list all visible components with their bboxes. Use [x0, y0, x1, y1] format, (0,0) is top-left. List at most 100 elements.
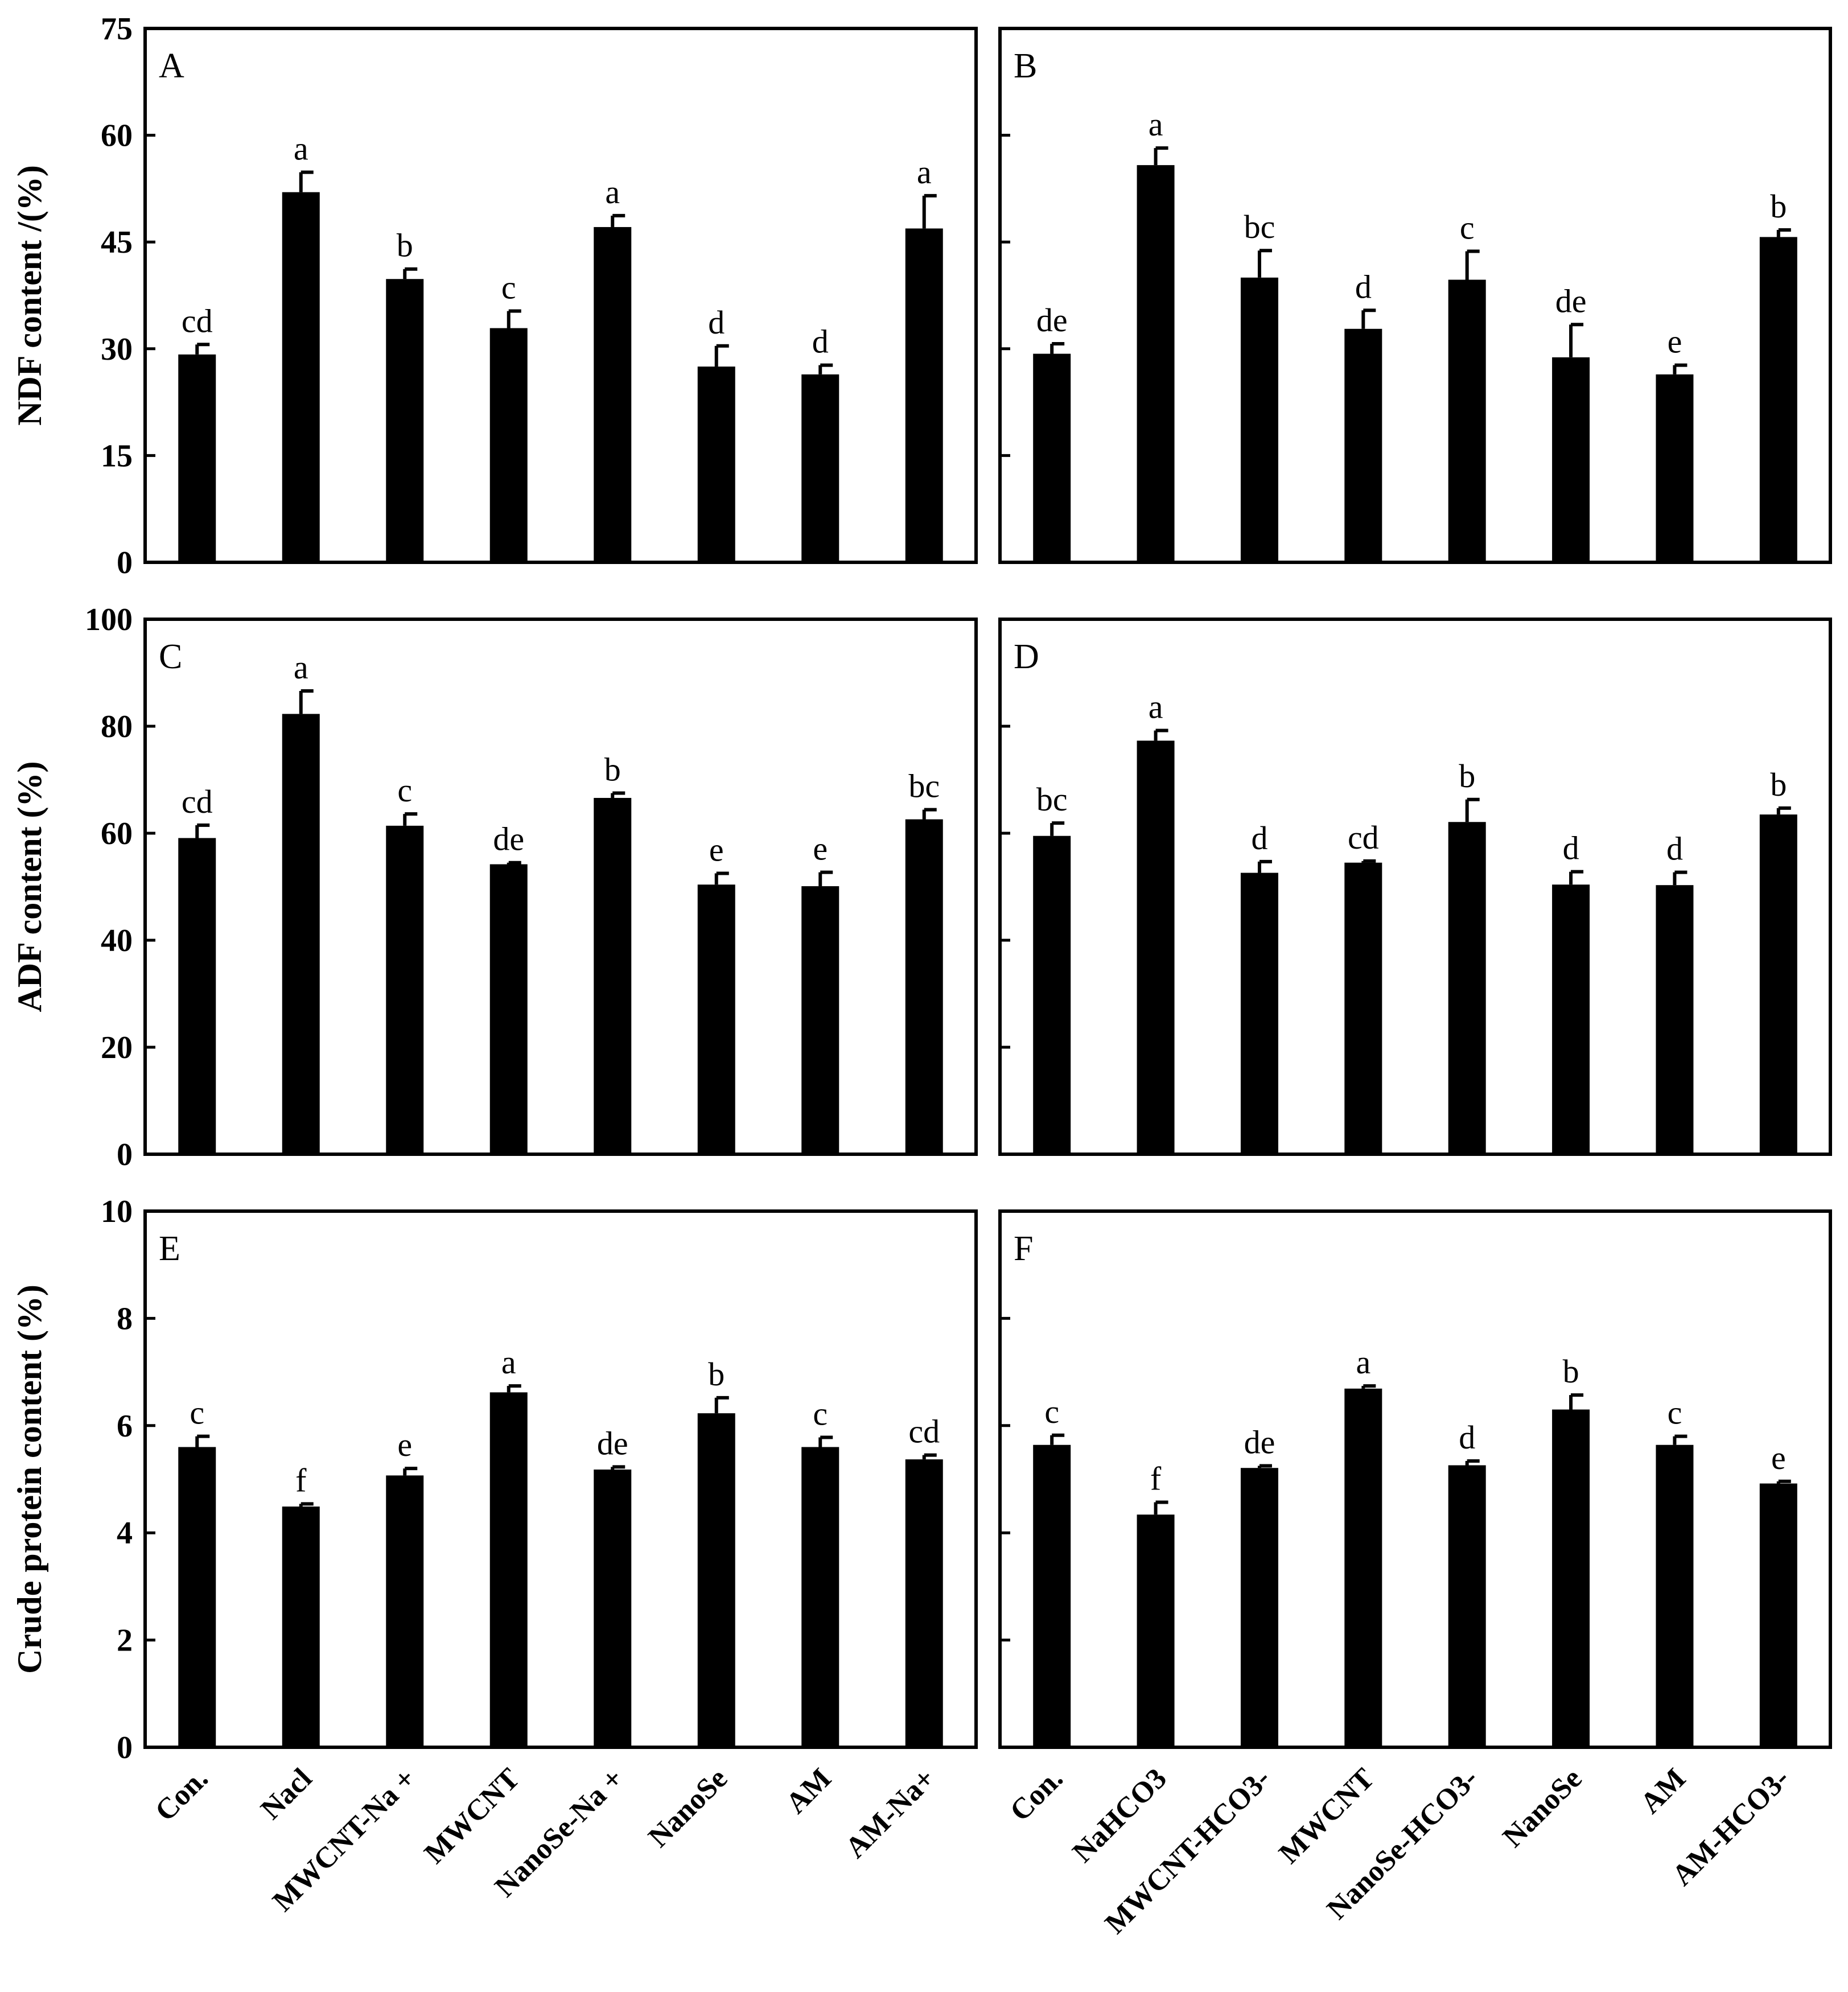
bar-con	[1033, 353, 1071, 562]
panel-c: 0 20 40 60 80 100 ADF content (%) Ccd a c de b e e bc	[11, 602, 978, 1172]
significance-label: de	[493, 821, 524, 858]
y-tick-label: 2	[117, 1623, 133, 1658]
bar-mwcnt	[489, 1392, 528, 1747]
bar-am	[801, 374, 839, 562]
significance-label: a	[1356, 1344, 1370, 1381]
significance-label: d	[1251, 820, 1267, 857]
significance-label: e	[397, 1426, 412, 1463]
bar-mwcnt	[1344, 1388, 1382, 1747]
y-tick-label: 4	[117, 1516, 133, 1551]
bar-nacl	[282, 192, 320, 562]
panel-letter: F	[1014, 1229, 1033, 1268]
bar-nahco3	[1137, 740, 1175, 1154]
bar-nanose-na	[594, 1470, 632, 1747]
x-category-label: MWCNT	[418, 1762, 526, 1870]
significance-label: e	[1668, 323, 1682, 360]
significance-label: c	[1668, 1394, 1682, 1431]
bar-nanose	[697, 884, 735, 1154]
x-category-label: AM-Na+	[839, 1762, 942, 1865]
significance-label: b	[1459, 758, 1475, 795]
bar-am-na	[905, 1459, 943, 1747]
significance-label: b	[1770, 188, 1787, 225]
bar-am	[1656, 374, 1694, 562]
y-tick-label: 40	[101, 923, 133, 958]
bar-nahco3	[1137, 165, 1175, 562]
x-category-label: MWCNT	[1273, 1762, 1380, 1870]
y-tick-label: 45	[101, 225, 133, 260]
x-category-label: Con.	[1004, 1762, 1069, 1828]
bar-nanose-hco3	[1448, 822, 1486, 1154]
y-tick-label: 0	[117, 1730, 133, 1765]
panel-f: FcCon.fNaHCO3deMWCNT-HCO3-aMWCNTdNanoSe-…	[998, 1209, 1832, 1940]
bar-nanose	[1552, 884, 1590, 1154]
x-category-label: AM	[1634, 1762, 1692, 1820]
bar-nanose	[697, 367, 735, 562]
bar-am-hco3	[1759, 814, 1797, 1154]
panel-b-frame	[998, 27, 1832, 564]
bar-con	[178, 838, 216, 1154]
x-category-label: NanoSe	[642, 1762, 734, 1854]
significance-label: a	[294, 130, 308, 167]
significance-label: a	[1149, 689, 1163, 726]
y-tick-label: 10	[101, 1194, 133, 1229]
bar-mwcnt	[1344, 328, 1382, 562]
significance-label: de	[1036, 302, 1068, 339]
significance-label: cd	[908, 1413, 940, 1450]
panel-letter: B	[1014, 47, 1037, 85]
panel-letter: E	[159, 1229, 180, 1268]
y-tick-label: 6	[117, 1409, 133, 1444]
panel-letter: A	[159, 47, 184, 85]
y-tick-label: 100	[85, 602, 133, 637]
significance-label: f	[1150, 1460, 1162, 1497]
y-tick-label: 60	[101, 816, 133, 851]
bar-am	[801, 1447, 839, 1747]
significance-label: d	[1563, 830, 1579, 867]
y-axis-title: NDF content /(%)	[11, 165, 48, 426]
bar-mwcnt	[489, 328, 528, 562]
y-tick-label: 60	[101, 118, 133, 154]
significance-label: d	[812, 323, 829, 360]
y-tick-label: 8	[117, 1301, 133, 1336]
bar-am-na	[905, 819, 943, 1154]
significance-label: e	[813, 830, 828, 867]
significance-label: d	[1666, 830, 1683, 867]
panel-letter: D	[1014, 637, 1039, 676]
significance-label: bc	[1244, 208, 1275, 245]
bar-am	[1656, 1444, 1694, 1747]
panel-letter: C	[159, 637, 182, 676]
significance-label: d	[1355, 268, 1372, 305]
y-tick-label: 15	[101, 438, 133, 474]
y-tick-label: 0	[117, 1137, 133, 1172]
significance-label: a	[1149, 106, 1163, 143]
panel-a-frame	[143, 27, 978, 564]
y-axis-title: Crude protein content (%)	[11, 1285, 48, 1674]
panel-d: Dbc a d cd b d d b	[998, 618, 1832, 1156]
significance-label: f	[295, 1462, 307, 1499]
y-tick-label: 0	[117, 545, 133, 581]
bar-mwcnt-na	[386, 1475, 424, 1747]
significance-label: c	[813, 1396, 828, 1433]
significance-label: c	[190, 1394, 204, 1431]
x-category-label: Nacl	[254, 1762, 318, 1826]
significance-label: c	[501, 269, 516, 306]
significance-label: a	[605, 174, 620, 211]
bar-nanose	[1552, 1409, 1590, 1747]
panel-a: 0 15 30 45 60 75 NDF content /(%) Acd a b c a d d a	[11, 11, 978, 581]
significance-label: de	[1555, 282, 1587, 319]
bar-mwcnt-hco3	[1240, 277, 1278, 562]
bar-mwcnt-na	[386, 825, 424, 1154]
bar-mwcnt-na	[386, 279, 424, 562]
bar-nacl	[282, 714, 320, 1154]
significance-label: cd	[1348, 819, 1379, 856]
panel-e: 0 2 4 6 8 10 Crude protein content (%) Ec Con. f N…	[11, 1194, 978, 1918]
significance-label: c	[397, 772, 412, 809]
bar-am	[1656, 885, 1694, 1154]
significance-label: c	[1044, 1393, 1059, 1430]
bar-am-na	[905, 228, 943, 562]
y-tick-label: 80	[101, 709, 133, 744]
significance-label: de	[597, 1425, 628, 1462]
y-tick-label: 20	[101, 1030, 133, 1065]
bar-con	[1033, 836, 1071, 1154]
significance-label: b	[397, 227, 413, 264]
